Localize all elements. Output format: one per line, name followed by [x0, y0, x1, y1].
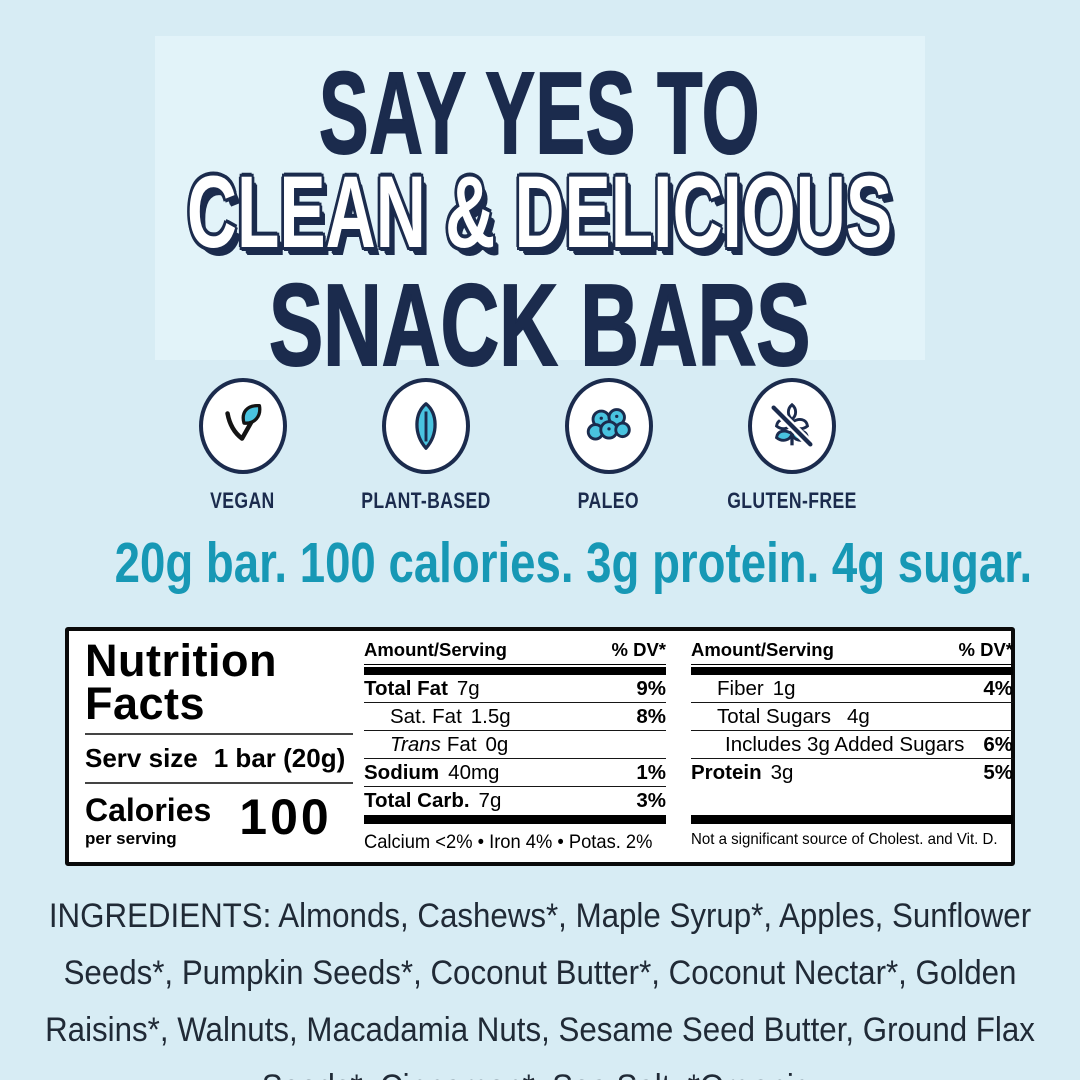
- divider: [85, 733, 353, 735]
- diet-badges-row: VEGAN PLANT-BASED: [0, 378, 1057, 514]
- nutrition-column-1: Amount/Serving % DV* Total Fat 7g 9% Sat…: [364, 639, 666, 854]
- divider: [85, 782, 353, 784]
- nutrition-row: Total Fat 7g 9%: [364, 675, 666, 703]
- badge-label: VEGAN: [210, 488, 275, 513]
- badge-label: PLANT-BASED: [360, 488, 491, 513]
- minerals-footnote: Calcium <2% • Iron 4% • Potas. 2%: [364, 831, 653, 853]
- vegan-leaf-icon: [198, 378, 287, 474]
- thick-bar: [364, 667, 666, 675]
- nutrition-row: Sat. Fat 1.5g 8%: [364, 703, 666, 731]
- column-header: Amount/Serving % DV*: [691, 639, 1013, 665]
- wheat-crossed-icon: [747, 378, 836, 474]
- tagline: 20g bar. 100 calories. 3g protein. 4g su…: [114, 531, 1033, 595]
- nutrition-column-2: Amount/Serving % DV* Fiber 1g 4% Total S…: [691, 639, 1013, 849]
- badge-label: GLUTEN-FREE: [726, 488, 857, 513]
- thick-bar: [691, 815, 1013, 824]
- thick-bar: [691, 667, 1013, 675]
- badge-plant-based: PLANT-BASED: [346, 378, 506, 514]
- nutrition-row: Sodium 40mg 1%: [364, 759, 666, 787]
- nutrition-row: Trans Fat 0g: [364, 731, 666, 759]
- badge-label: PALEO: [577, 488, 640, 513]
- nutrition-row: Includes 3g Added Sugars 6%: [691, 731, 1013, 759]
- not-significant-footnote: Not a significant source of Cholest. and…: [691, 831, 998, 848]
- nutrition-facts-label: Nutrition Facts Serv size 1 bar (20g) Cal…: [65, 627, 1015, 866]
- ingredients-line: INGREDIENTS: Almonds, Cashews*, Maple Sy…: [48, 897, 1032, 935]
- ingredients-text: INGREDIENTS: Almonds, Cashews*, Maple Sy…: [0, 888, 1080, 1080]
- nutrition-row: Total Sugars 4g: [691, 703, 1013, 731]
- spacer: [691, 787, 1013, 815]
- ingredients-line: Seeds*, Pumpkin Seeds*, Coconut Butter*,…: [63, 954, 1017, 992]
- thick-bar: [364, 815, 666, 824]
- nutrition-facts-left-panel: Nutrition Facts Serv size 1 bar (20g) Cal…: [85, 635, 353, 849]
- badge-vegan: VEGAN: [163, 378, 323, 514]
- ingredients-line: Raisins*, Walnuts, Macadamia Nuts, Sesam…: [45, 1011, 1035, 1049]
- headline-panel: [155, 36, 925, 360]
- badge-paleo: PALEO: [529, 378, 689, 514]
- blueberries-icon: [564, 378, 653, 474]
- leaf-icon: [381, 378, 470, 474]
- ingredients-line: Seeds*, Cinnamon*, Sea Salt. *Organic.: [43, 1059, 1037, 1080]
- headline-line-3: SNACK BARS: [269, 259, 812, 391]
- serving-size: Serv size 1 bar (20g): [85, 743, 346, 773]
- nutrition-row: Protein 3g 5%: [691, 761, 1013, 784]
- calories-value: 100: [239, 789, 332, 845]
- calories-block: Calories per serving 100: [85, 789, 332, 848]
- badge-gluten-free: GLUTEN-FREE: [712, 378, 872, 514]
- column-header: Amount/Serving % DV*: [364, 639, 666, 665]
- headline-line-1: SAY YES TO: [319, 47, 761, 179]
- headline-line-2: CLEAN & DELICIOUS: [187, 155, 893, 269]
- nutrition-row: Total Carb. 7g 3%: [364, 789, 666, 812]
- nutrition-facts-title: Nutrition Facts: [85, 635, 277, 729]
- nutrition-row: Fiber 1g 4%: [691, 675, 1013, 703]
